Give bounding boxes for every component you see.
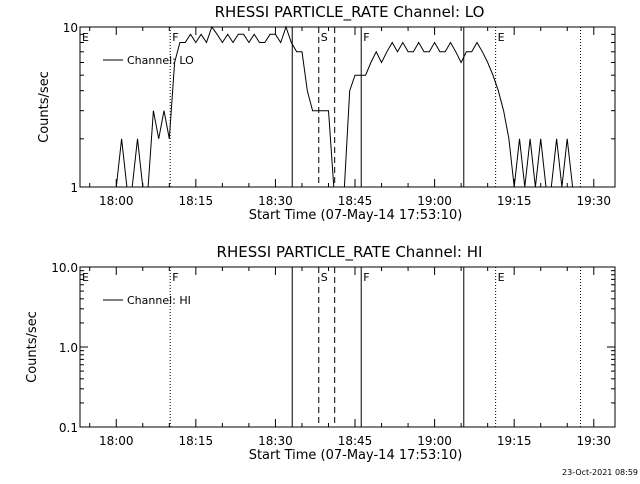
chart-panel-lo: RHESSI PARTICLE_RATE Channel: LO E F S F E Cha… <box>37 3 616 223</box>
event-marker-label: E <box>82 271 89 284</box>
x-tick-label: 18:45 <box>338 434 373 448</box>
x-tick-label: 19:15 <box>497 194 532 208</box>
y-tick-label: 1.0 <box>59 341 78 355</box>
x-tick-label: 19:00 <box>417 434 452 448</box>
timestamp: 23-Oct-2021 08:59 <box>562 468 638 477</box>
chart-title: RHESSI PARTICLE_RATE Channel: HI <box>217 243 483 262</box>
x-tick-label: 19:00 <box>417 194 452 208</box>
event-marker-label: F <box>363 31 369 44</box>
event-marker-label: E <box>498 271 505 284</box>
x-axis-label: Start Time (07-May-14 17:53:10) <box>249 448 463 463</box>
event-marker-label: F <box>363 271 369 284</box>
plot-frame <box>79 26 616 188</box>
event-marker-label: F <box>172 31 178 44</box>
y-tick-label: 1 <box>70 181 78 195</box>
x-tick-label: 18:00 <box>99 434 134 448</box>
x-tick-label: 18:30 <box>258 434 293 448</box>
x-tick-label: 18:45 <box>338 194 373 208</box>
y-axis-label: Counts/sec <box>25 311 40 383</box>
x-tick-label: 18:00 <box>99 194 134 208</box>
x-axis-label: Start Time (07-May-14 17:53:10) <box>249 208 463 223</box>
y-tick-label: 0.1 <box>59 421 78 435</box>
chart-title: RHESSI PARTICLE_RATE Channel: LO <box>215 3 485 22</box>
x-tick-label: 18:30 <box>258 194 293 208</box>
chart-panel-hi: RHESSI PARTICLE_RATE Channel: HI E F S F E Cha… <box>25 243 616 463</box>
event-marker-label: S <box>321 271 328 284</box>
x-tick-label: 18:15 <box>179 434 214 448</box>
event-marker-label: S <box>321 31 328 44</box>
event-marker-label: E <box>82 31 89 44</box>
y-tick-label: 10.0 <box>51 261 78 275</box>
x-tick-label: 18:15 <box>179 194 214 208</box>
x-tick-label: 19:15 <box>497 434 532 448</box>
legend-label: Channel: HI <box>127 294 191 307</box>
event-marker-label: E <box>498 31 505 44</box>
x-tick-label: 19:30 <box>576 194 611 208</box>
y-tick-label: 10 <box>63 21 78 35</box>
event-marker-label: F <box>172 271 178 284</box>
legend-label: Channel: LO <box>127 54 194 67</box>
y-axis-label: Counts/sec <box>37 71 52 143</box>
x-tick-label: 19:30 <box>576 434 611 448</box>
